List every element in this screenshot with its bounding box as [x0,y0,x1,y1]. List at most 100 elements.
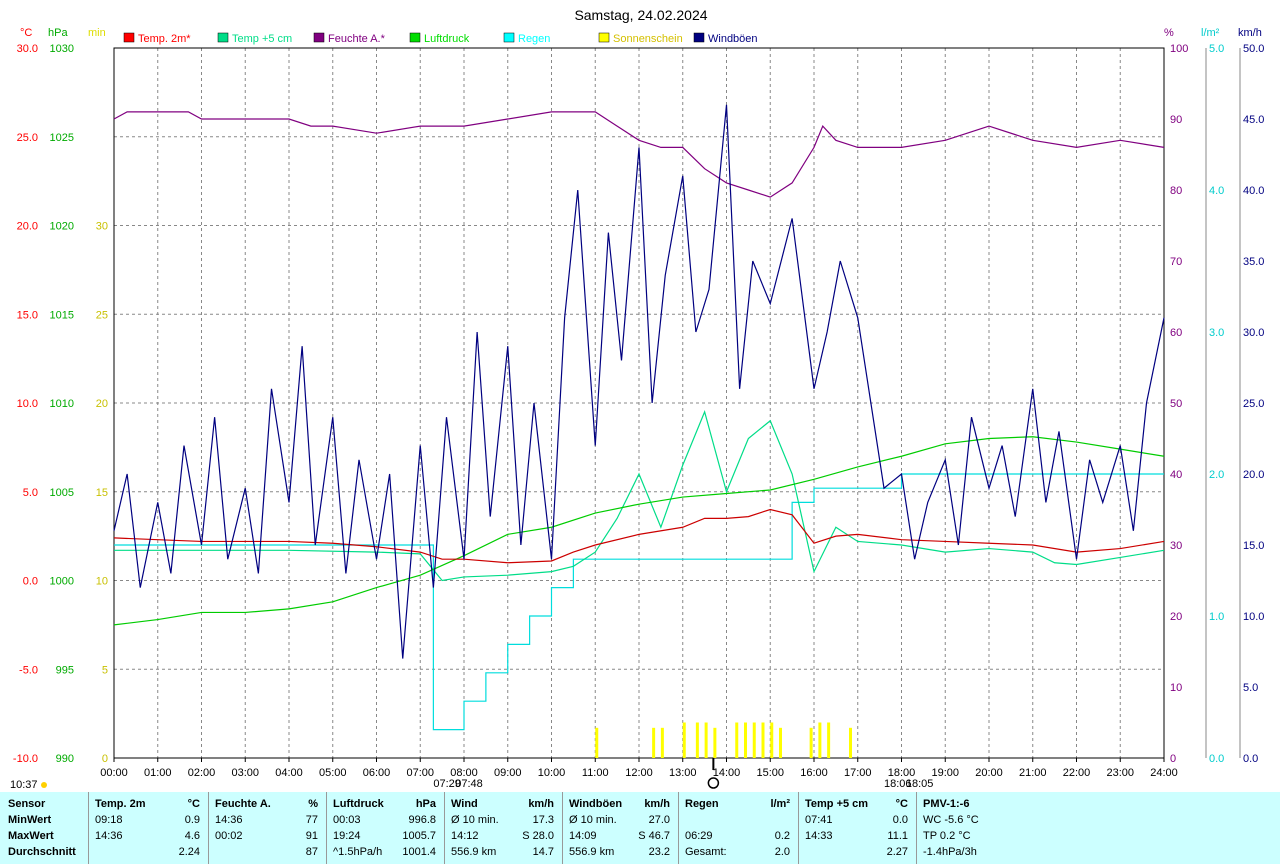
stats-cell-label: Ø 10 min. [451,814,499,826]
stats-cell-value: 0.2 [774,830,790,842]
sunshine-bar [682,722,686,758]
pressure-tick-label: 1000 [50,576,74,588]
stats-column-title: Temp. 2m [95,798,146,810]
stats-cell-value: 11.1 [887,830,908,842]
minutes-axis-unit: min [88,27,106,39]
stats-column-unit: hPa [415,798,436,810]
minutes-tick-label: 25 [96,309,108,321]
x-tick-label: 10:00 [538,767,566,779]
pressure-tick-label: 1030 [50,43,74,55]
stats-panel: Sensor MinWert MaxWert Durchschnitt Temp. 2m… [0,792,1280,864]
legend-label: Regen [518,33,550,45]
temp-tick-label: 20.0 [17,221,38,233]
stats-cell-value: 1005.7 [402,830,436,842]
humidity-tick-label: 0 [1170,753,1176,765]
stats-cell-value: 87 [305,846,318,858]
temp-tick-label: -5.0 [19,664,38,676]
x-tick-label: 06:00 [363,767,391,779]
stats-column: Temp. 2m °C 09:18 0.9 14:36 4.6 2.24 [88,792,208,864]
stats-cell-label: 06:29 [685,830,713,842]
gridlines [114,48,1164,758]
x-tick-label: 12:00 [625,767,653,779]
x-tick-label: 09:00 [494,767,522,779]
minutes-tick-label: 15 [96,487,108,499]
wind-tick-label: 35.0 [1243,256,1264,268]
temp-tick-label: 5.0 [23,487,38,499]
x-tick-label: 03:00 [231,767,259,779]
stats-cell-label: 07:41 [805,814,833,826]
sunshine-bar [752,722,756,758]
stats-cell-value: 91 [305,830,318,842]
wind-tick-label: 25.0 [1243,398,1264,410]
stats-column-unit: °C [187,798,200,810]
x-tick-label: 21:00 [1019,767,1047,779]
humidity-tick-label: 20 [1170,611,1182,623]
noon-sun-marker [707,777,720,789]
stats-column-title: Windböen [569,798,623,810]
stats-column-unit: % [308,798,318,810]
wind-axis-unit: km/h [1238,27,1262,39]
sunshine-bar [744,722,747,758]
legend-swatch [123,32,135,43]
humidity-tick-label: 30 [1170,540,1182,552]
temp-tick-label: 15.0 [17,309,38,321]
humidity-tick-label: 80 [1170,185,1182,197]
stats-cell-label: 14:36 [95,830,123,842]
stats-cell-label: ^1.5hPa/h [333,846,383,858]
legend-swatch [409,32,421,43]
stats-column-title: Regen [685,798,719,810]
humidity-axis-unit: % [1164,27,1174,39]
humidity-tick-label: 100 [1170,43,1188,55]
temp-tick-label: 25.0 [17,132,38,144]
pressure-tick-label: 1025 [50,132,74,144]
clock-label: 10:37 [10,779,38,790]
wind-tick-label: 15.0 [1243,540,1264,552]
stats-cell-label: 09:18 [95,814,123,826]
stats-cell-value: 1001.4 [402,846,436,858]
pressure-tick-label: 1015 [50,309,74,321]
sun-icon [41,782,47,788]
humidity-tick-label: 40 [1170,469,1182,481]
stats-column-unit: km/h [528,798,554,810]
x-tick-label: 24:00 [1150,767,1178,779]
humidity-tick-label: 90 [1170,114,1182,126]
stats-cell-value: 2.0 [774,846,790,858]
legend-swatch [598,32,610,43]
sunshine-bar [713,727,717,758]
stats-column: Regen l/m² 06:29 0.2 Gesamt: 2.0 [678,792,798,864]
wind-tick-label: 0.0 [1243,753,1258,765]
stats-column-title: Temp +5 cm [805,798,869,810]
minutes-tick-label: 5 [102,664,108,676]
sunset-label-2: 18:05 [906,778,934,790]
humidity-tick-label: 10 [1170,682,1182,694]
stats-column: Wind km/h Ø 10 min. 17.3 14:12 S 28.0 556.9 km… [444,792,562,864]
stats-cell-label: 00:02 [215,830,243,842]
series-layer [113,104,1165,758]
minutes-tick-label: 30 [96,221,108,233]
stats-column-title: Luftdruck [333,798,384,810]
legend-label: Luftdruck [424,33,470,45]
minutes-tick-label: 0 [102,753,108,765]
x-tick-label: 17:00 [844,767,872,779]
legend-swatch [217,32,229,43]
stats-cell-label: 556.9 km [451,846,497,858]
sunset-label: 18:06 [884,778,912,790]
x-tick-label: 05:00 [319,767,347,779]
pressure-tick-label: 990 [56,753,74,765]
legend-label: Sonnenschein [613,33,683,45]
sunrise-label-2: 07:48 [455,778,483,790]
sunshine-bar [735,722,739,758]
sunshine-bar [818,722,822,758]
sunshine-bar [827,722,831,758]
stats-column-unit: l/m² [770,798,790,810]
stats-cell-label: 14:33 [805,830,833,842]
sunshine-bar [770,722,774,758]
humidity-tick-label: 70 [1170,256,1182,268]
x-tick-label: 08:00 [450,767,478,779]
pressure-tick-label: 1010 [50,398,74,410]
stats-column: Windböen km/h Ø 10 min. 27.0 14:09 S 46.7 556.… [562,792,678,864]
legend-label: Windböen [708,33,758,45]
sunshine-bar [849,727,852,758]
sunshine-bar [652,727,656,758]
x-tick-label: 00:00 [100,767,128,779]
